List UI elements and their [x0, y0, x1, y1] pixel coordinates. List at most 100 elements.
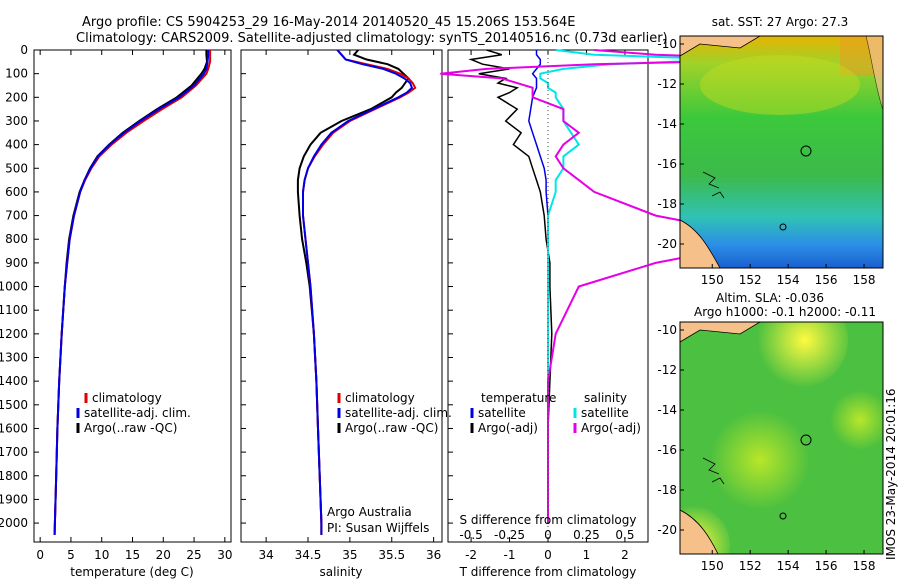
sla-map [680, 322, 883, 554]
x-tick-label: 20 [156, 548, 171, 562]
x-tick-label: -1 [504, 548, 516, 562]
x-tick-label: -2 [465, 548, 477, 562]
sla-title: Altim. SLA: -0.036 [716, 291, 824, 305]
x-tick-label: 30 [217, 548, 232, 562]
legend-sat: satellite-adj. clim. [345, 406, 452, 420]
map-y-tick-label: -12 [657, 77, 677, 91]
series-line-s-argo-adj- [440, 49, 795, 524]
map-x-tick-label: 156 [815, 559, 838, 573]
sla-high-1 [752, 322, 848, 388]
sla-mid-1 [710, 410, 810, 510]
imos-stamp: IMOS 23-May-2014 20:01:16 [884, 388, 898, 560]
y-tick-label: 800 [5, 232, 28, 246]
legend-sat: satellite-adj. clim. [84, 406, 191, 420]
temperature-xlabel: temperature (deg C) [70, 565, 193, 579]
temperature-legend: climatology satellite-adj. clim. Argo(..… [76, 391, 191, 435]
legend-t-sat: satellite [478, 406, 526, 420]
x-tick-label: 25 [186, 548, 201, 562]
y-tick-label: 1200 [0, 327, 28, 341]
y-tick-label: 500 [5, 161, 28, 175]
y-tick-label: 700 [5, 209, 28, 223]
x-tick-label: 5 [67, 548, 75, 562]
y-tick-label: 1800 [0, 469, 28, 483]
map-x-tick-label: 154 [777, 273, 800, 287]
legend-s-argo: Argo(-adj) [581, 421, 641, 435]
salinity-legend: climatology satellite-adj. clim. Argo(..… [327, 391, 452, 535]
legend-t-argo: Argo(-adj) [478, 421, 538, 435]
series-line-t-argo-adj- [468, 49, 553, 524]
map-x-tick-label: 158 [853, 273, 876, 287]
legend-s-sat: satellite [581, 406, 629, 420]
y-tick-label: 1400 [0, 374, 28, 388]
map-y-tick-label: -18 [657, 483, 677, 497]
legend-salinity-title: salinity [584, 391, 627, 405]
difference-xlabel: T difference from climatology [459, 565, 637, 579]
y-tick-label: 1700 [0, 445, 28, 459]
salinity-xlabel: salinity [319, 565, 362, 579]
s-tick-label: 0 [544, 528, 552, 542]
legend-argo: Argo(..raw -QC) [84, 421, 177, 435]
map-x-tick-label: 150 [701, 273, 724, 287]
x-tick-label: 35.5 [378, 548, 405, 562]
map-y-tick-label: -18 [657, 197, 677, 211]
y-tick-label: 400 [5, 138, 28, 152]
x-tick-label: 2 [621, 548, 629, 562]
annotation-line-1: Argo Australia [327, 505, 412, 519]
map-x-tick-label: 156 [815, 273, 838, 287]
s-tick-label: 0.25 [573, 528, 600, 542]
series-line-satellite-adj-clim- [302, 49, 414, 535]
map-x-tick-label: 158 [853, 559, 876, 573]
sla-mid-2 [830, 390, 883, 450]
map-y-tick-label: -20 [657, 237, 677, 251]
y-tick-label: 1100 [0, 303, 28, 317]
series-line-argo-raw-qc- [53, 50, 209, 535]
x-tick-label: 36 [426, 548, 441, 562]
x-tick-label: 34.5 [295, 548, 322, 562]
series-line-argo-raw-qc- [296, 49, 410, 535]
s-tick-label: -0.5 [459, 528, 482, 542]
map-y-tick-label: -16 [657, 157, 677, 171]
map-x-tick-label: 150 [701, 559, 724, 573]
map-y-tick-label: -12 [657, 363, 677, 377]
legend-argo: Argo(..raw -QC) [345, 421, 438, 435]
png-coast [680, 36, 761, 57]
series-line-satellite-adj-clim- [53, 50, 210, 535]
australia-coast [680, 509, 719, 554]
y-tick-label: 1600 [0, 421, 28, 435]
series-line-t-satellite [528, 50, 549, 524]
argo-marker-sst [800, 145, 812, 157]
map-y-tick-label: -20 [657, 523, 677, 537]
map-y-tick-label: -10 [657, 37, 677, 51]
y-tick-label: 600 [5, 185, 28, 199]
s-tick-label: -0.25 [494, 528, 525, 542]
y-tick-label: 1900 [0, 492, 28, 506]
legend-clim: climatology [345, 391, 415, 405]
reefs [702, 171, 725, 199]
x-tick-label: 1 [583, 548, 591, 562]
map-y-tick-label: -10 [657, 323, 677, 337]
y-tick-label: 200 [5, 90, 28, 104]
map-y-tick-label: -14 [657, 117, 677, 131]
y-tick-label: 1000 [0, 280, 28, 294]
difference-legend: temperature salinity satellite Argo(-adj… [470, 391, 641, 435]
sst-title: sat. SST: 27 Argo: 27.3 [712, 15, 849, 29]
map-x-tick-label: 152 [739, 559, 762, 573]
x-tick-label: 34 [258, 548, 273, 562]
y-tick-label: 2000 [0, 516, 28, 530]
y-tick-label: 1300 [0, 351, 28, 365]
x-tick-label: 35 [342, 548, 357, 562]
y-tick-label: 900 [5, 256, 28, 270]
png-coast [680, 322, 761, 343]
x-tick-label: 10 [94, 548, 109, 562]
sst-frame [679, 35, 884, 269]
header-line-1: Argo profile: CS 5904253_29 16-May-2014 … [82, 15, 575, 30]
salinity-panel [240, 49, 443, 543]
s-tick-label: 0.5 [615, 528, 634, 542]
sst-band [700, 55, 860, 115]
legend-temperature-title: temperature [481, 391, 556, 405]
map-y-tick-label: -16 [657, 443, 677, 457]
map-x-tick-label: 152 [739, 273, 762, 287]
reefs [702, 457, 725, 485]
s-difference-label: S difference from climatology [460, 513, 637, 527]
series-line-climatology [53, 50, 212, 535]
